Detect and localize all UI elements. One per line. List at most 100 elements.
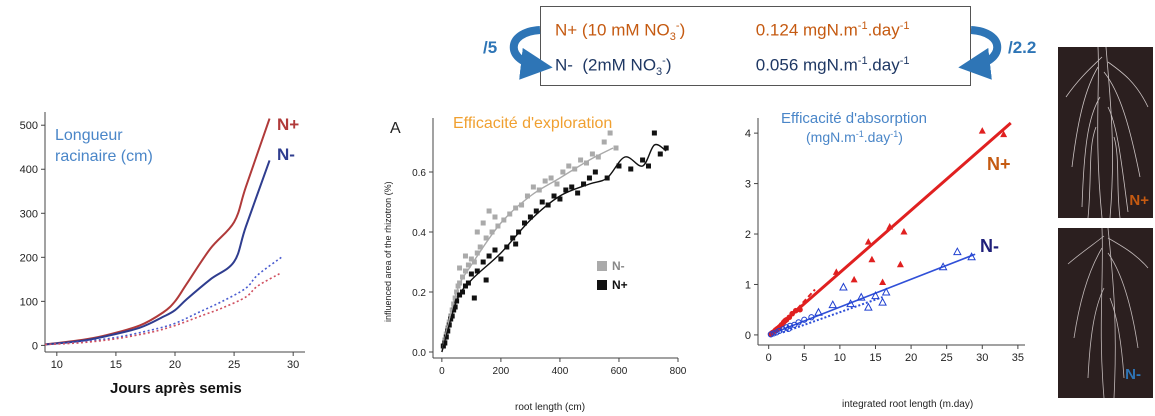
root-strand [1067, 235, 1105, 265]
chart2-legend-swatch [597, 261, 607, 271]
x-tick-label: 600 [611, 366, 628, 377]
chart2-point-nplus [563, 187, 569, 193]
chart3-point-circle-open [785, 325, 792, 332]
chart3-point-triangle-open [839, 282, 848, 291]
summary-box: N+ (10 mM NO3-) 0.124 mgN.m-1.day-1 N- (… [540, 6, 971, 86]
chart3-point-triangle [864, 238, 872, 245]
chart3-point-circle [782, 317, 788, 324]
x-tick-label: 10 [834, 352, 846, 364]
chart2-point-nminus [589, 151, 595, 157]
chart2-point-nplus [592, 169, 598, 175]
root-strand [1097, 47, 1103, 218]
chart2-point-nplus [581, 181, 587, 187]
chart3-point-triangle-open [846, 299, 855, 308]
chart3-xlabel: integrated root length (m.day) [842, 399, 973, 410]
right-ratio-label: /2.2 [1008, 38, 1036, 57]
chart3-point-triangle-open [871, 291, 880, 300]
y-tick-label: 500 [20, 120, 38, 132]
chart1-series-line-1 [44, 160, 271, 346]
chart2-point-nminus [474, 250, 480, 256]
summary-value-nminus-day: .day [867, 55, 900, 75]
root-photo-nminus-label: N- [1125, 366, 1141, 383]
summary-label-nminus-close: ) [665, 55, 672, 75]
chart3-point-triangle-open [864, 302, 873, 311]
chart2-point-nplus [483, 277, 489, 283]
chart2-point-nminus [468, 256, 474, 262]
x-tick-label: 30 [287, 359, 299, 371]
chart2-point-nminus [595, 154, 601, 160]
root-strand [1065, 56, 1103, 98]
chart3-title-line1: Efficacité d'absorption [781, 110, 927, 127]
chart3-point-triangle-open [856, 292, 866, 301]
chart2-point-nminus [462, 253, 468, 259]
summary-value-nplus-text: 0.124 mgN.m [755, 20, 858, 40]
chart2-point-nplus [498, 256, 504, 262]
summary-value-nplus-sup2: -1 [899, 20, 910, 32]
root-strand [1109, 297, 1125, 379]
root-strand [1107, 252, 1139, 349]
y-tick-label: 0.6 [412, 168, 426, 179]
chart2-point-nplus [539, 199, 545, 205]
chart3-title-unit-close: ) [898, 129, 903, 145]
chart3-point-circle [792, 307, 799, 314]
chart1-title-line1: Longueur [55, 127, 123, 144]
x-tick-label: 5 [801, 352, 807, 364]
summary-value-nminus-sup2: -1 [899, 55, 910, 67]
chart3-point-triangle-open [953, 247, 962, 256]
x-tick-label: 400 [552, 366, 569, 377]
right-ratio-arrow [958, 26, 1002, 80]
y-tick-label: 200 [20, 252, 38, 264]
chart2-point-nplus [486, 253, 492, 259]
x-tick-label: 15 [110, 359, 122, 371]
chart1-xlabel: Jours après semis [110, 380, 242, 397]
chart3-title-line2: (mgN.m-1.day-1) [806, 129, 903, 145]
chart2-point-nminus [462, 268, 468, 274]
chart1-series-line-2 [44, 256, 282, 346]
chart2-point-nminus [583, 160, 589, 166]
summary-label-nplus-text: N+ (10 mM NO [555, 20, 670, 40]
absorption-chart: Efficacité d'absorption (mgN.m-1.day-1) … [745, 110, 1025, 410]
chart2-point-nplus [651, 130, 657, 136]
chart3-title-unit-pre: (mgN.m [806, 129, 856, 145]
x-tick-label: 10 [51, 359, 63, 371]
chart3-point-circle-open [795, 319, 802, 326]
left-curved-arrow-icon [509, 26, 553, 80]
y-tick-label: 3 [745, 179, 751, 191]
root-photo-nminus-drawing [1067, 228, 1149, 398]
y-tick-label: 0.2 [412, 288, 426, 299]
chart3-title-unit-day: .day [864, 129, 890, 145]
chart2-point-nminus [492, 214, 498, 220]
exploration-chart: A Efficacité d'exploration influenced ar… [383, 115, 687, 413]
chart2-point-nplus [616, 163, 622, 169]
y-tick-label: 0.4 [412, 228, 426, 239]
chart2-ylabel: influenced area of the rhizotron (%) [383, 181, 393, 322]
chart3-point-triangle [879, 278, 887, 285]
chart3-point-circle-open [776, 327, 783, 334]
chart3-point-circle-open [808, 314, 815, 321]
chart2-point-nplus [460, 289, 466, 295]
x-tick-label: 25 [228, 359, 240, 371]
chart1-series-line-3 [44, 272, 282, 346]
summary-label-nminus-text: N- (2mM NO [555, 55, 657, 75]
summary-label-nplus: N+ (10 mM NO3-) [555, 20, 751, 43]
y-tick-label: 0 [32, 340, 38, 352]
y-tick-label: 4 [745, 128, 751, 140]
chart3-point-triangle-open [967, 252, 976, 261]
x-tick-label: 25 [941, 352, 953, 364]
root-photo-nplus: N+ [1058, 47, 1153, 218]
summary-value-nminus-text: 0.056 mgN.m [755, 55, 858, 75]
root-strand [1113, 136, 1121, 218]
root-strand [1073, 247, 1103, 339]
chart2-point-nplus [533, 208, 539, 214]
chart2-point-nminus [489, 229, 495, 235]
chart3-point-triangle-open [814, 307, 823, 316]
chart2-point-nplus [640, 157, 646, 163]
chart3-point-triangle [900, 228, 908, 235]
chart2-point-nminus [465, 262, 471, 268]
chart2-point-nminus [457, 265, 463, 271]
root-strand [1087, 287, 1105, 379]
chart3-point-triangle-open [938, 262, 948, 271]
chart3-fit-line-3 [782, 296, 883, 334]
chart2-point-nplus [575, 190, 581, 196]
left-ratio-arrow [509, 26, 553, 80]
